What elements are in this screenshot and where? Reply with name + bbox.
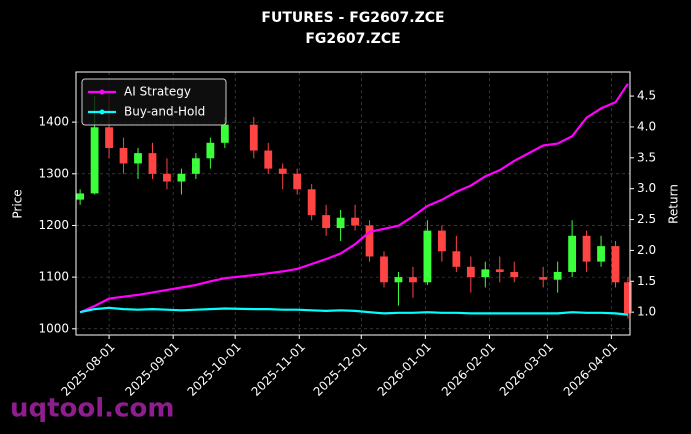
legend: AI Strategy Buy-and-Hold [81, 78, 227, 126]
candle-body [365, 225, 374, 257]
y2-tick-label: 2.5 [637, 212, 656, 226]
candle-body [90, 127, 99, 194]
y2-tick-label: 2.0 [637, 243, 656, 257]
candle-body [76, 193, 85, 200]
candle-body [293, 173, 302, 190]
y-tick-label: 1400 [38, 115, 69, 129]
candle-body [611, 246, 620, 283]
watermark: uqtool.com [10, 394, 174, 424]
candle-body [466, 266, 475, 278]
candle-body [539, 277, 548, 280]
candle-body [163, 173, 171, 182]
line-series [79, 306, 629, 316]
candle-body [409, 277, 417, 283]
candle-body [206, 142, 215, 159]
candle-body [134, 153, 142, 164]
y-tick-label: 1000 [38, 321, 69, 335]
y2-tick-label: 3.0 [637, 181, 656, 195]
legend-marker [99, 89, 105, 95]
candle-body [510, 271, 519, 278]
candle-body [495, 269, 504, 272]
candle-body [191, 158, 200, 174]
candle-body [624, 282, 632, 314]
legend-label: AI Strategy [124, 85, 191, 99]
candle-body [264, 150, 273, 169]
y2-axis-label: Return [667, 184, 681, 224]
candle-body [568, 235, 577, 272]
candle-body [394, 277, 403, 283]
candle-body [119, 147, 128, 164]
candle-body [220, 124, 229, 143]
candle-body [597, 246, 605, 262]
candle-body [423, 230, 432, 283]
line-series [79, 83, 629, 314]
y2-tick-label: 4.5 [637, 89, 656, 103]
candle-body [481, 269, 490, 278]
legend-marker [99, 109, 105, 115]
chart-title: FUTURES - FG2607.ZCE [261, 10, 444, 26]
candle-body [177, 173, 186, 182]
candle-body [582, 235, 591, 262]
candle-body [380, 256, 388, 283]
candle-body [307, 189, 316, 216]
y-tick-label: 1200 [38, 218, 69, 232]
chart-subtitle: FG2607.ZCE [305, 31, 400, 47]
candle-body [278, 168, 287, 174]
candle-body [148, 153, 157, 174]
legend-box [81, 78, 227, 126]
y2-tick-label: 1.0 [637, 305, 656, 319]
candle-body [336, 217, 345, 229]
y-tick-label: 1100 [38, 270, 69, 284]
candle-body [452, 251, 461, 267]
candle-body [249, 124, 258, 151]
y2-tick-label: 3.5 [637, 150, 656, 164]
y2-tick-label: 1.5 [637, 274, 656, 288]
y-axis-label: Price [11, 189, 25, 218]
y2-tick-label: 4.0 [637, 119, 656, 133]
candle-body [553, 271, 562, 280]
y-tick-label: 1300 [38, 166, 69, 180]
plot-frame [75, 71, 631, 336]
candle-body [105, 127, 113, 148]
legend-label: Buy-and-Hold [124, 105, 205, 119]
candle-body [437, 230, 446, 252]
candle-body [322, 215, 331, 229]
candle-body [351, 217, 359, 226]
